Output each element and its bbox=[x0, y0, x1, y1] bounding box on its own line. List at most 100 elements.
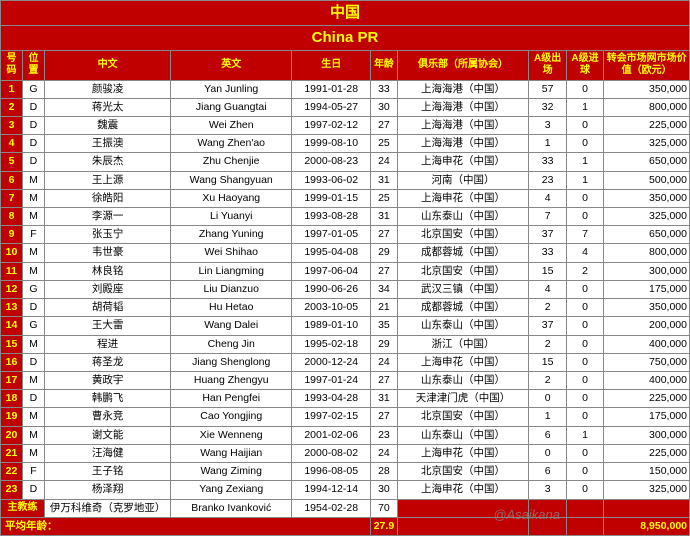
cell-en: Hu Hetao bbox=[171, 299, 292, 317]
cell-bd: 2003-10-05 bbox=[292, 299, 371, 317]
cell-bd: 1997-06-04 bbox=[292, 262, 371, 280]
cell-goals: 7 bbox=[566, 226, 603, 244]
cell-pos: M bbox=[22, 208, 44, 226]
cell-bd: 1991-01-28 bbox=[292, 80, 371, 98]
cell-pos: D bbox=[22, 98, 44, 116]
cell-caps: 1 bbox=[529, 408, 566, 426]
cell-bd: 1999-08-10 bbox=[292, 135, 371, 153]
player-row: 14G王大雷Wang Dalei1989-01-1035山东泰山（中国）3702… bbox=[1, 317, 690, 335]
cell-no: 19 bbox=[1, 408, 23, 426]
player-row: 16D蒋圣龙Jiang Shenglong2000-12-2424上海申花（中国… bbox=[1, 353, 690, 371]
cell-bd: 2001-02-06 bbox=[292, 426, 371, 444]
cell-cn: 王子铭 bbox=[44, 463, 170, 481]
cell-bd: 1997-02-15 bbox=[292, 408, 371, 426]
player-row: 19M曹永竞Cao Yongjing1997-02-1527北京国安（中国）10… bbox=[1, 408, 690, 426]
cell-club: 北京国安（中国） bbox=[397, 408, 529, 426]
total-value: 8,950,000 bbox=[604, 517, 690, 535]
title-en: China PR bbox=[1, 25, 690, 50]
cell-cn: 王上源 bbox=[44, 171, 170, 189]
player-row: 3D魏震Wei Zhen1997-02-1227上海海港（中国）30225,00… bbox=[1, 116, 690, 134]
cell-age: 29 bbox=[371, 244, 397, 262]
cell-goals: 0 bbox=[566, 189, 603, 207]
cell-val: 800,000 bbox=[604, 244, 690, 262]
cell-goals: 2 bbox=[566, 262, 603, 280]
cell-club: 北京国安（中国） bbox=[397, 226, 529, 244]
player-row: 1G颜骏凌Yan Junling1991-01-2833上海海港（中国）5703… bbox=[1, 80, 690, 98]
cell-goals: 0 bbox=[566, 299, 603, 317]
cell-en: Wei Shihao bbox=[171, 244, 292, 262]
cell-bd: 1993-06-02 bbox=[292, 171, 371, 189]
cell-en: Xie Wenneng bbox=[171, 426, 292, 444]
cell-caps: 15 bbox=[529, 353, 566, 371]
cell-cn: 汪海健 bbox=[44, 444, 170, 462]
cell-pos: M bbox=[22, 262, 44, 280]
cell-age: 28 bbox=[371, 463, 397, 481]
cell-cn: 李源一 bbox=[44, 208, 170, 226]
cell-bd: 1993-04-28 bbox=[292, 390, 371, 408]
cell-club: 上海申花（中国） bbox=[397, 153, 529, 171]
cell-no: 23 bbox=[1, 481, 23, 499]
cell-age: 25 bbox=[371, 135, 397, 153]
cell-en: Jiang Shenglong bbox=[171, 353, 292, 371]
cell-caps: 7 bbox=[529, 208, 566, 226]
cell-age: 30 bbox=[371, 481, 397, 499]
cell-goals: 1 bbox=[566, 171, 603, 189]
cell-cn: 刘殿座 bbox=[44, 280, 170, 298]
avg-value: 27.9 bbox=[371, 517, 397, 535]
avg-label: 平均年龄： bbox=[1, 517, 371, 535]
player-row: 22F王子铭Wang Ziming1996-08-0528北京国安（中国）601… bbox=[1, 463, 690, 481]
cell-pos: F bbox=[22, 226, 44, 244]
cell-cn: 魏震 bbox=[44, 116, 170, 134]
col-pos: 位置 bbox=[22, 50, 44, 80]
cell-caps: 0 bbox=[529, 444, 566, 462]
cell-no: 2 bbox=[1, 98, 23, 116]
cell-club: 浙江（中国） bbox=[397, 335, 529, 353]
cell-caps: 3 bbox=[529, 481, 566, 499]
col-caps: A级出场 bbox=[529, 50, 566, 80]
cell-en: Lin Liangming bbox=[171, 262, 292, 280]
cell-val: 225,000 bbox=[604, 390, 690, 408]
player-row: 21M汪海健Wang Haijian2000-08-0224上海申花（中国）00… bbox=[1, 444, 690, 462]
cell-caps: 2 bbox=[529, 372, 566, 390]
cell-val: 350,000 bbox=[604, 299, 690, 317]
cell-cn: 朱辰杰 bbox=[44, 153, 170, 171]
cell-pos: D bbox=[22, 481, 44, 499]
cell-en: Huang Zhengyu bbox=[171, 372, 292, 390]
cell-goals: 0 bbox=[566, 208, 603, 226]
cell-no: 11 bbox=[1, 262, 23, 280]
cell-no: 20 bbox=[1, 426, 23, 444]
coach-age: 70 bbox=[371, 499, 397, 517]
cell-age: 34 bbox=[371, 280, 397, 298]
cell-cn: 黄政宇 bbox=[44, 372, 170, 390]
cell-val: 325,000 bbox=[604, 135, 690, 153]
cell-age: 24 bbox=[371, 153, 397, 171]
cell-pos: M bbox=[22, 171, 44, 189]
cell-club: 上海海港（中国） bbox=[397, 116, 529, 134]
header-row: 号码位置中文英文生日年龄俱乐部（所属协会）A级出场A级进球转会市场网市场价值（欧… bbox=[1, 50, 690, 80]
cell-club: 上海申花（中国） bbox=[397, 189, 529, 207]
cell-bd: 2000-12-24 bbox=[292, 353, 371, 371]
cell-val: 175,000 bbox=[604, 408, 690, 426]
cell-club: 成都蓉城（中国） bbox=[397, 299, 529, 317]
cell-bd: 1993-08-28 bbox=[292, 208, 371, 226]
cell-pos: F bbox=[22, 463, 44, 481]
player-row: 17M黄政宇Huang Zhengyu1997-01-2427山东泰山（中国）2… bbox=[1, 372, 690, 390]
cell-age: 25 bbox=[371, 189, 397, 207]
cell-no: 8 bbox=[1, 208, 23, 226]
col-goals: A级进球 bbox=[566, 50, 603, 80]
cell-club: 山东泰山（中国） bbox=[397, 372, 529, 390]
cell-pos: D bbox=[22, 135, 44, 153]
cell-age: 23 bbox=[371, 426, 397, 444]
cell-cn: 蒋圣龙 bbox=[44, 353, 170, 371]
cell-no: 15 bbox=[1, 335, 23, 353]
squad-table: 中国 China PR 号码位置中文英文生日年龄俱乐部（所属协会）A级出场A级进… bbox=[0, 0, 690, 536]
cell-goals: 0 bbox=[566, 390, 603, 408]
cell-en: Wang Haijian bbox=[171, 444, 292, 462]
cell-goals: 1 bbox=[566, 426, 603, 444]
cell-bd: 1995-02-18 bbox=[292, 335, 371, 353]
player-row: 18D韩鹏飞Han Pengfei1993-04-2831天津津门虎（中国）00… bbox=[1, 390, 690, 408]
cell-en: Wang Ziming bbox=[171, 463, 292, 481]
cell-no: 17 bbox=[1, 372, 23, 390]
cell-val: 350,000 bbox=[604, 80, 690, 98]
cell-en: Han Pengfei bbox=[171, 390, 292, 408]
